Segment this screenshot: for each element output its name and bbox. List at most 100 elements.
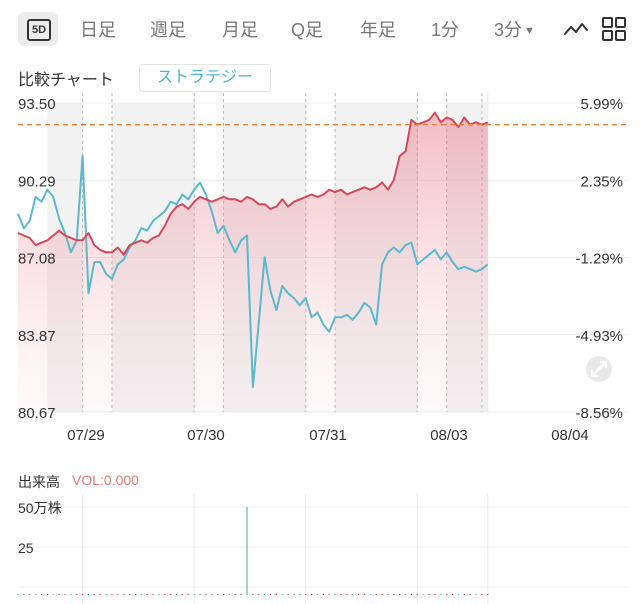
volume-bar: [76, 593, 78, 595]
volume-bar: [187, 593, 189, 595]
volume-tick-top: 50万株: [18, 500, 62, 516]
volume-bar: [416, 593, 418, 595]
series-lines: [17, 111, 489, 389]
line-chart-icon[interactable]: [563, 18, 589, 40]
y-left-tick-label: 83.87: [18, 328, 56, 345]
volume-bar: [17, 593, 19, 595]
volume-bar: [340, 593, 342, 595]
x-tick-label: 08/04: [551, 427, 589, 444]
x-tick-label: 08/03: [430, 427, 468, 444]
tab-1min[interactable]: 1分: [431, 20, 460, 40]
volume-bar: [140, 593, 142, 595]
volume-bar: [81, 593, 84, 595]
volume-value: VOL:0.000: [72, 472, 139, 488]
volume-bar: [240, 593, 242, 595]
volume-bar: [29, 593, 31, 595]
volume-bar: [40, 593, 43, 595]
volume-bar: [269, 593, 272, 595]
tab-daily[interactable]: 日足: [80, 20, 116, 40]
volume-bar: [311, 593, 313, 595]
volume-bar: [46, 593, 48, 595]
y-right-tick-label: 2.35%: [580, 173, 623, 190]
volume-bar: [35, 593, 37, 595]
compare-chart-label[interactable]: 比較チャート: [18, 72, 114, 89]
volume-bar: [93, 593, 95, 595]
volume-bar: [440, 593, 442, 595]
volume-bar: [475, 593, 477, 595]
volume-bar: [428, 593, 430, 595]
price-area-fill: [18, 112, 488, 412]
volume-bar: [23, 593, 25, 595]
volume-bar: [381, 593, 383, 595]
volume-bar: [252, 593, 254, 595]
tab-5d-label: 5D: [27, 19, 51, 41]
volume-bar: [164, 593, 166, 595]
y-left-tick-label: 93.50: [18, 96, 56, 113]
volume-bar: [87, 593, 90, 595]
volume-bar: [322, 593, 324, 595]
volume-bar: [469, 593, 471, 595]
tab-quarterly[interactable]: Q足: [291, 20, 324, 40]
volume-bar: [387, 593, 389, 595]
volume-bar: [123, 593, 125, 595]
volume-bar: [64, 593, 66, 595]
volume-bar: [399, 593, 401, 595]
volume-bar: [451, 593, 454, 595]
volume-bar: [117, 593, 119, 595]
chevron-down-icon: ▼: [524, 25, 535, 37]
y-left-tick-label: 80.67: [18, 405, 56, 422]
volume-bars: [17, 507, 489, 595]
volume-bar: [222, 593, 225, 595]
volume-bar: [205, 593, 207, 595]
volume-bar: [422, 593, 424, 595]
volume-bar: [457, 593, 460, 595]
volume-bar: [246, 507, 248, 595]
strategy-button[interactable]: ストラテジー: [139, 64, 271, 92]
volume-bar: [463, 593, 465, 595]
price-chart[interactable]: 93.50 90.29 87.08 83.87 80.67 5.99% 2.35% -1.29…: [0, 0, 641, 450]
volume-bar: [393, 593, 395, 595]
volume-bar: [152, 593, 154, 595]
volume-bar: [99, 593, 101, 595]
volume-bar: [293, 593, 295, 595]
tab-3min[interactable]: 3分 ▼: [494, 16, 535, 42]
tab-yearly[interactable]: 年足: [360, 20, 396, 40]
volume-bar: [404, 593, 407, 595]
volume-bar: [199, 593, 201, 595]
volume-bar: [287, 593, 289, 595]
y-left-tick-label: 90.29: [18, 173, 56, 190]
x-tick-label: 07/30: [187, 427, 225, 444]
volume-bar: [52, 593, 54, 595]
grid-layout-icon[interactable]: [601, 16, 627, 42]
volume-bar: [305, 593, 307, 595]
volume-bar: [334, 593, 336, 595]
volume-title: 出来高: [18, 474, 60, 490]
axis-labels: 93.50 90.29 87.08 83.87 80.67 5.99% 2.35% -1.29…: [18, 96, 623, 444]
period-tab-bar: 5D 日足 週足 月足 Q足 年足 1分 3分 ▼: [0, 0, 641, 58]
volume-bar: [146, 593, 148, 595]
volume-bar: [128, 593, 131, 595]
volume-grid: [18, 494, 628, 604]
compare-series-line: [17, 155, 489, 389]
volume-bar: [375, 593, 377, 595]
y-right-tick-label: -4.93%: [575, 328, 623, 345]
expand-icon[interactable]: [586, 356, 612, 382]
y-right-tick-label: -1.29%: [575, 251, 623, 268]
tab-weekly[interactable]: 週足: [150, 20, 186, 40]
volume-bar: [363, 593, 366, 595]
y-right-tick-label: 5.99%: [580, 96, 623, 113]
volume-bar: [369, 593, 371, 595]
volume-bar: [175, 593, 178, 595]
volume-bar: [170, 593, 172, 595]
volume-bar: [281, 593, 283, 595]
volume-bar: [70, 593, 72, 595]
volume-bar: [228, 593, 231, 595]
volume-bar: [346, 593, 348, 595]
volume-bar: [481, 593, 483, 595]
volume-bar: [357, 593, 360, 595]
tab-5d[interactable]: 5D: [18, 12, 58, 46]
tab-monthly[interactable]: 月足: [222, 20, 258, 40]
volume-bar: [134, 593, 137, 595]
volume-bar: [158, 593, 160, 595]
volume-bar: [264, 593, 266, 595]
